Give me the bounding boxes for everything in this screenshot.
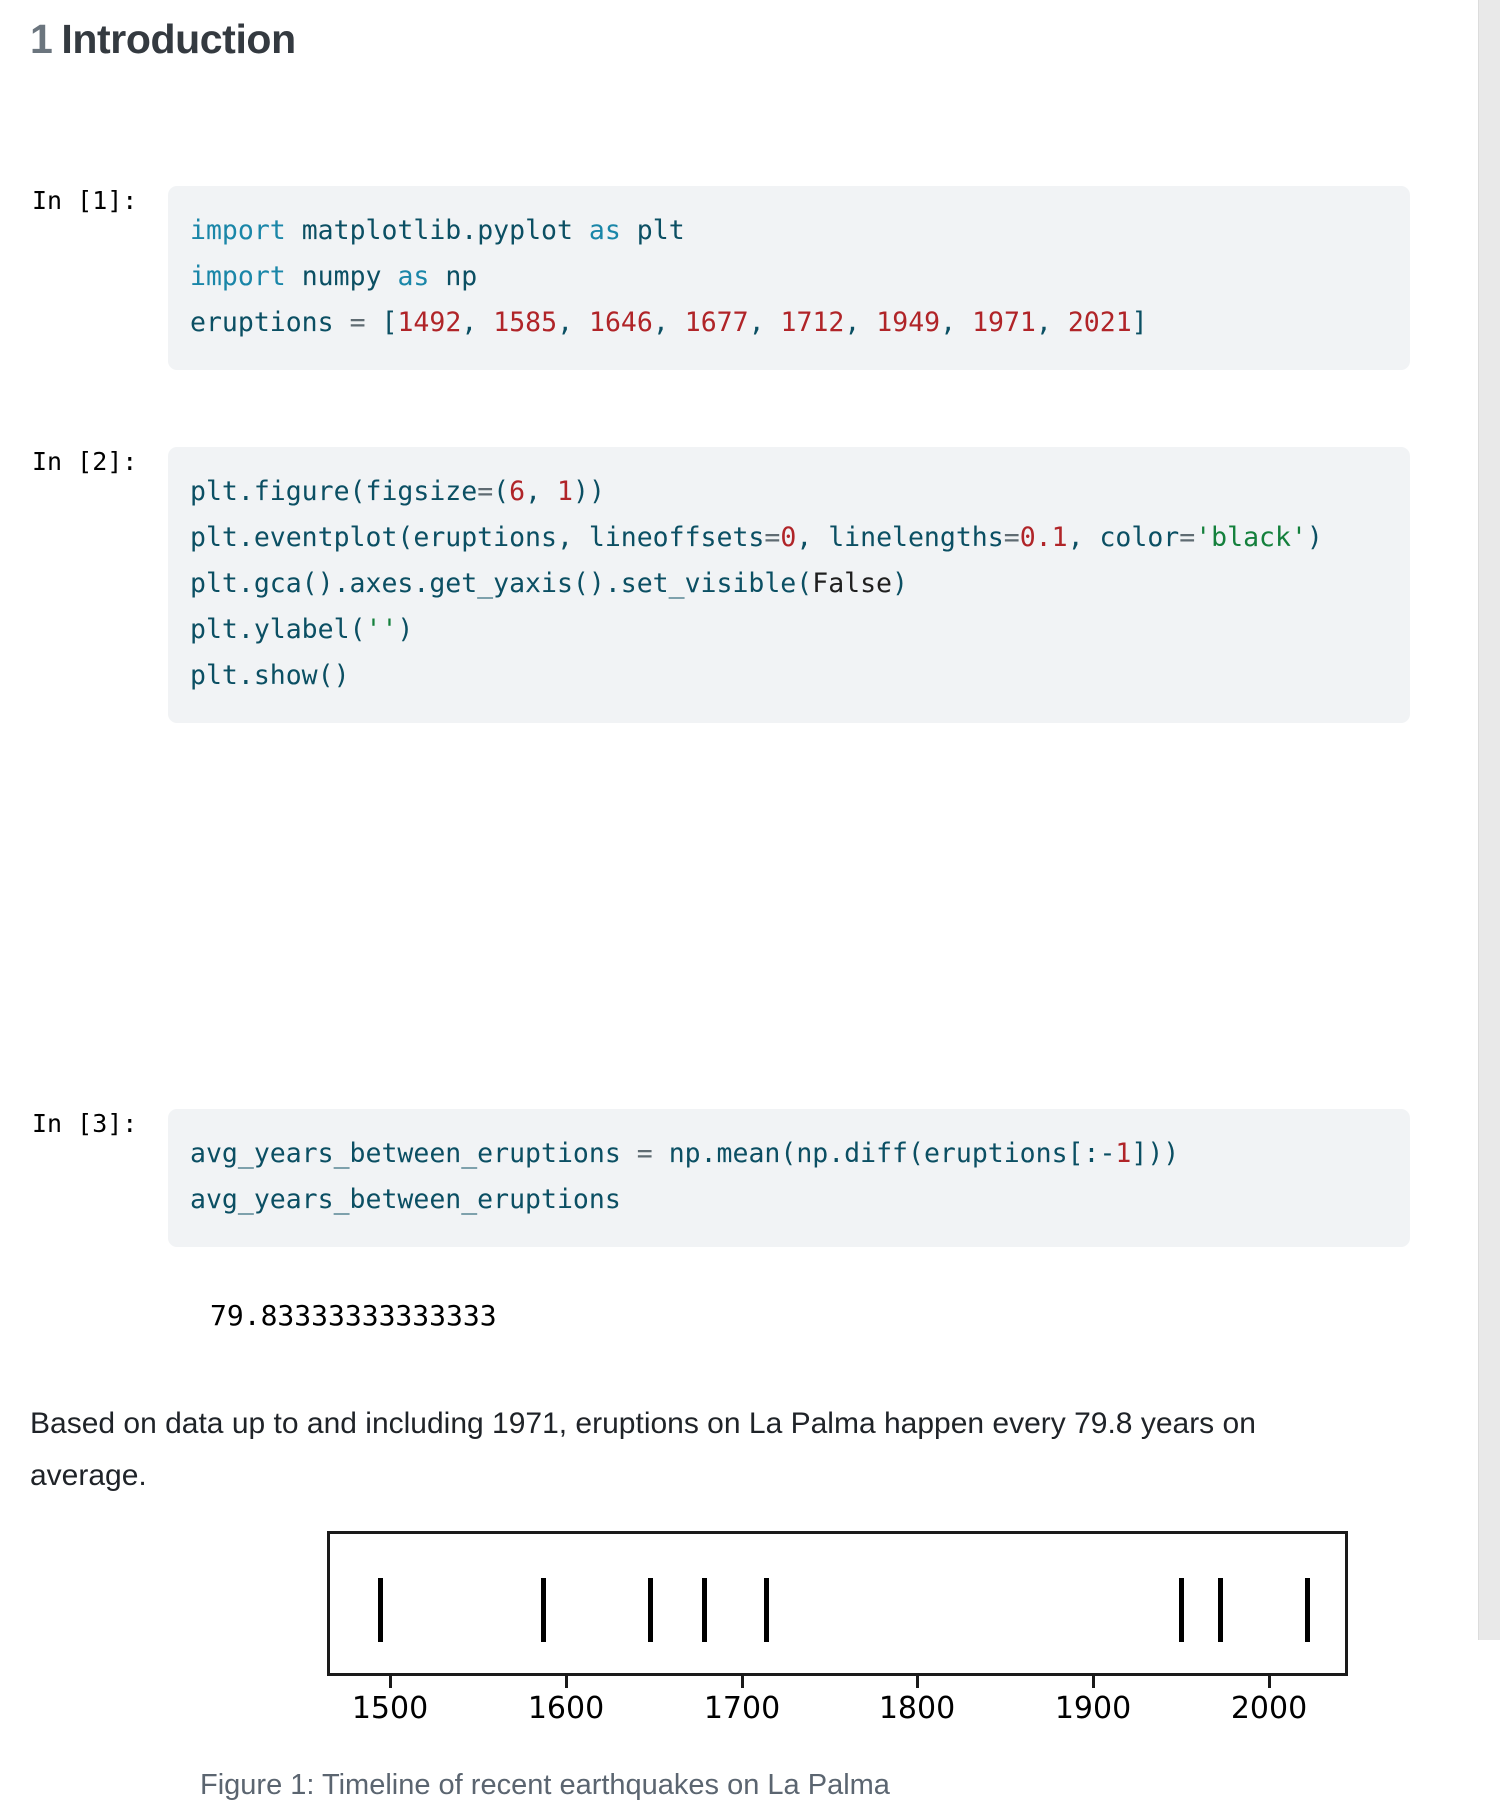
x-axis-tick [916, 1676, 919, 1689]
page-title: 1 Introduction [0, 0, 1478, 63]
vertical-scrollbar[interactable] [1478, 0, 1500, 1640]
x-axis-tick-label: 1500 [351, 1691, 429, 1727]
event-line [1179, 1578, 1184, 1643]
figure-output: 1500 1600 1700 1800 1900 2000 Figure 1: … [0, 723, 1478, 1801]
code-cell-2[interactable]: In [2]: plt.figure(figsize=(6, 1)) plt.e… [0, 447, 1478, 724]
x-axis-tick-label: 1800 [878, 1691, 956, 1727]
code-line: avg_years_between_eruptions [190, 1184, 621, 1216]
section-title: Introduction [61, 16, 296, 62]
event-line [541, 1578, 546, 1643]
code-line: eruptions = [1492, 1585, 1646, 1677, 171… [190, 307, 1148, 339]
code-line: plt.ylabel('') [190, 614, 414, 646]
code-line: plt.show() [190, 660, 350, 692]
code-line: plt.eventplot(eruptions, lineoffsets=0, … [190, 522, 1323, 554]
x-axis-tick [1268, 1676, 1271, 1689]
x-axis-tick [389, 1676, 392, 1689]
event-line [378, 1578, 383, 1643]
code-line: avg_years_between_eruptions = np.mean(np… [190, 1138, 1180, 1170]
event-line [764, 1578, 769, 1643]
code-cell-1[interactable]: In [1]: import matplotlib.pyplot as plt … [0, 186, 1478, 371]
event-line [1305, 1578, 1310, 1643]
cell-prompt-2: In [2]: [32, 447, 138, 477]
code-editor-3[interactable]: avg_years_between_eruptions = np.mean(np… [168, 1109, 1410, 1248]
event-line [702, 1578, 707, 1643]
event-line [648, 1578, 653, 1643]
code-line: import numpy as np [190, 261, 478, 293]
x-axis-tick-label: 1900 [1054, 1691, 1132, 1727]
code-editor-1[interactable]: import matplotlib.pyplot as plt import n… [168, 186, 1410, 371]
x-axis-tick [741, 1676, 744, 1689]
cell-text-output: 79.83333333333333 [210, 1299, 497, 1333]
x-axis-tick-label: 1700 [703, 1691, 781, 1727]
section-number: 1 [30, 16, 53, 62]
figure-caption: Figure 1: Timeline of recent earthquakes… [200, 1769, 890, 1802]
cell-prompt-1: In [1]: [32, 186, 138, 216]
x-axis-tick-label: 1600 [527, 1691, 605, 1727]
body-paragraph: Based on data up to and including 1971, … [30, 1407, 1256, 1493]
eventplot-axes [327, 1531, 1348, 1677]
code-cell-3[interactable]: In [3]: avg_years_between_eruptions = np… [0, 1109, 1478, 1248]
event-line [1218, 1578, 1223, 1643]
x-axis-tick [565, 1676, 568, 1689]
code-line: plt.figure(figsize=(6, 1)) [190, 476, 605, 508]
code-editor-2[interactable]: plt.figure(figsize=(6, 1)) plt.eventplot… [168, 447, 1410, 724]
x-axis-tick [1092, 1676, 1095, 1689]
code-line: import matplotlib.pyplot as plt [190, 215, 685, 247]
code-line: plt.gca().axes.get_yaxis().set_visible(F… [190, 568, 908, 600]
cell-prompt-3: In [3]: [32, 1109, 138, 1139]
x-axis-tick-label: 2000 [1230, 1691, 1308, 1727]
